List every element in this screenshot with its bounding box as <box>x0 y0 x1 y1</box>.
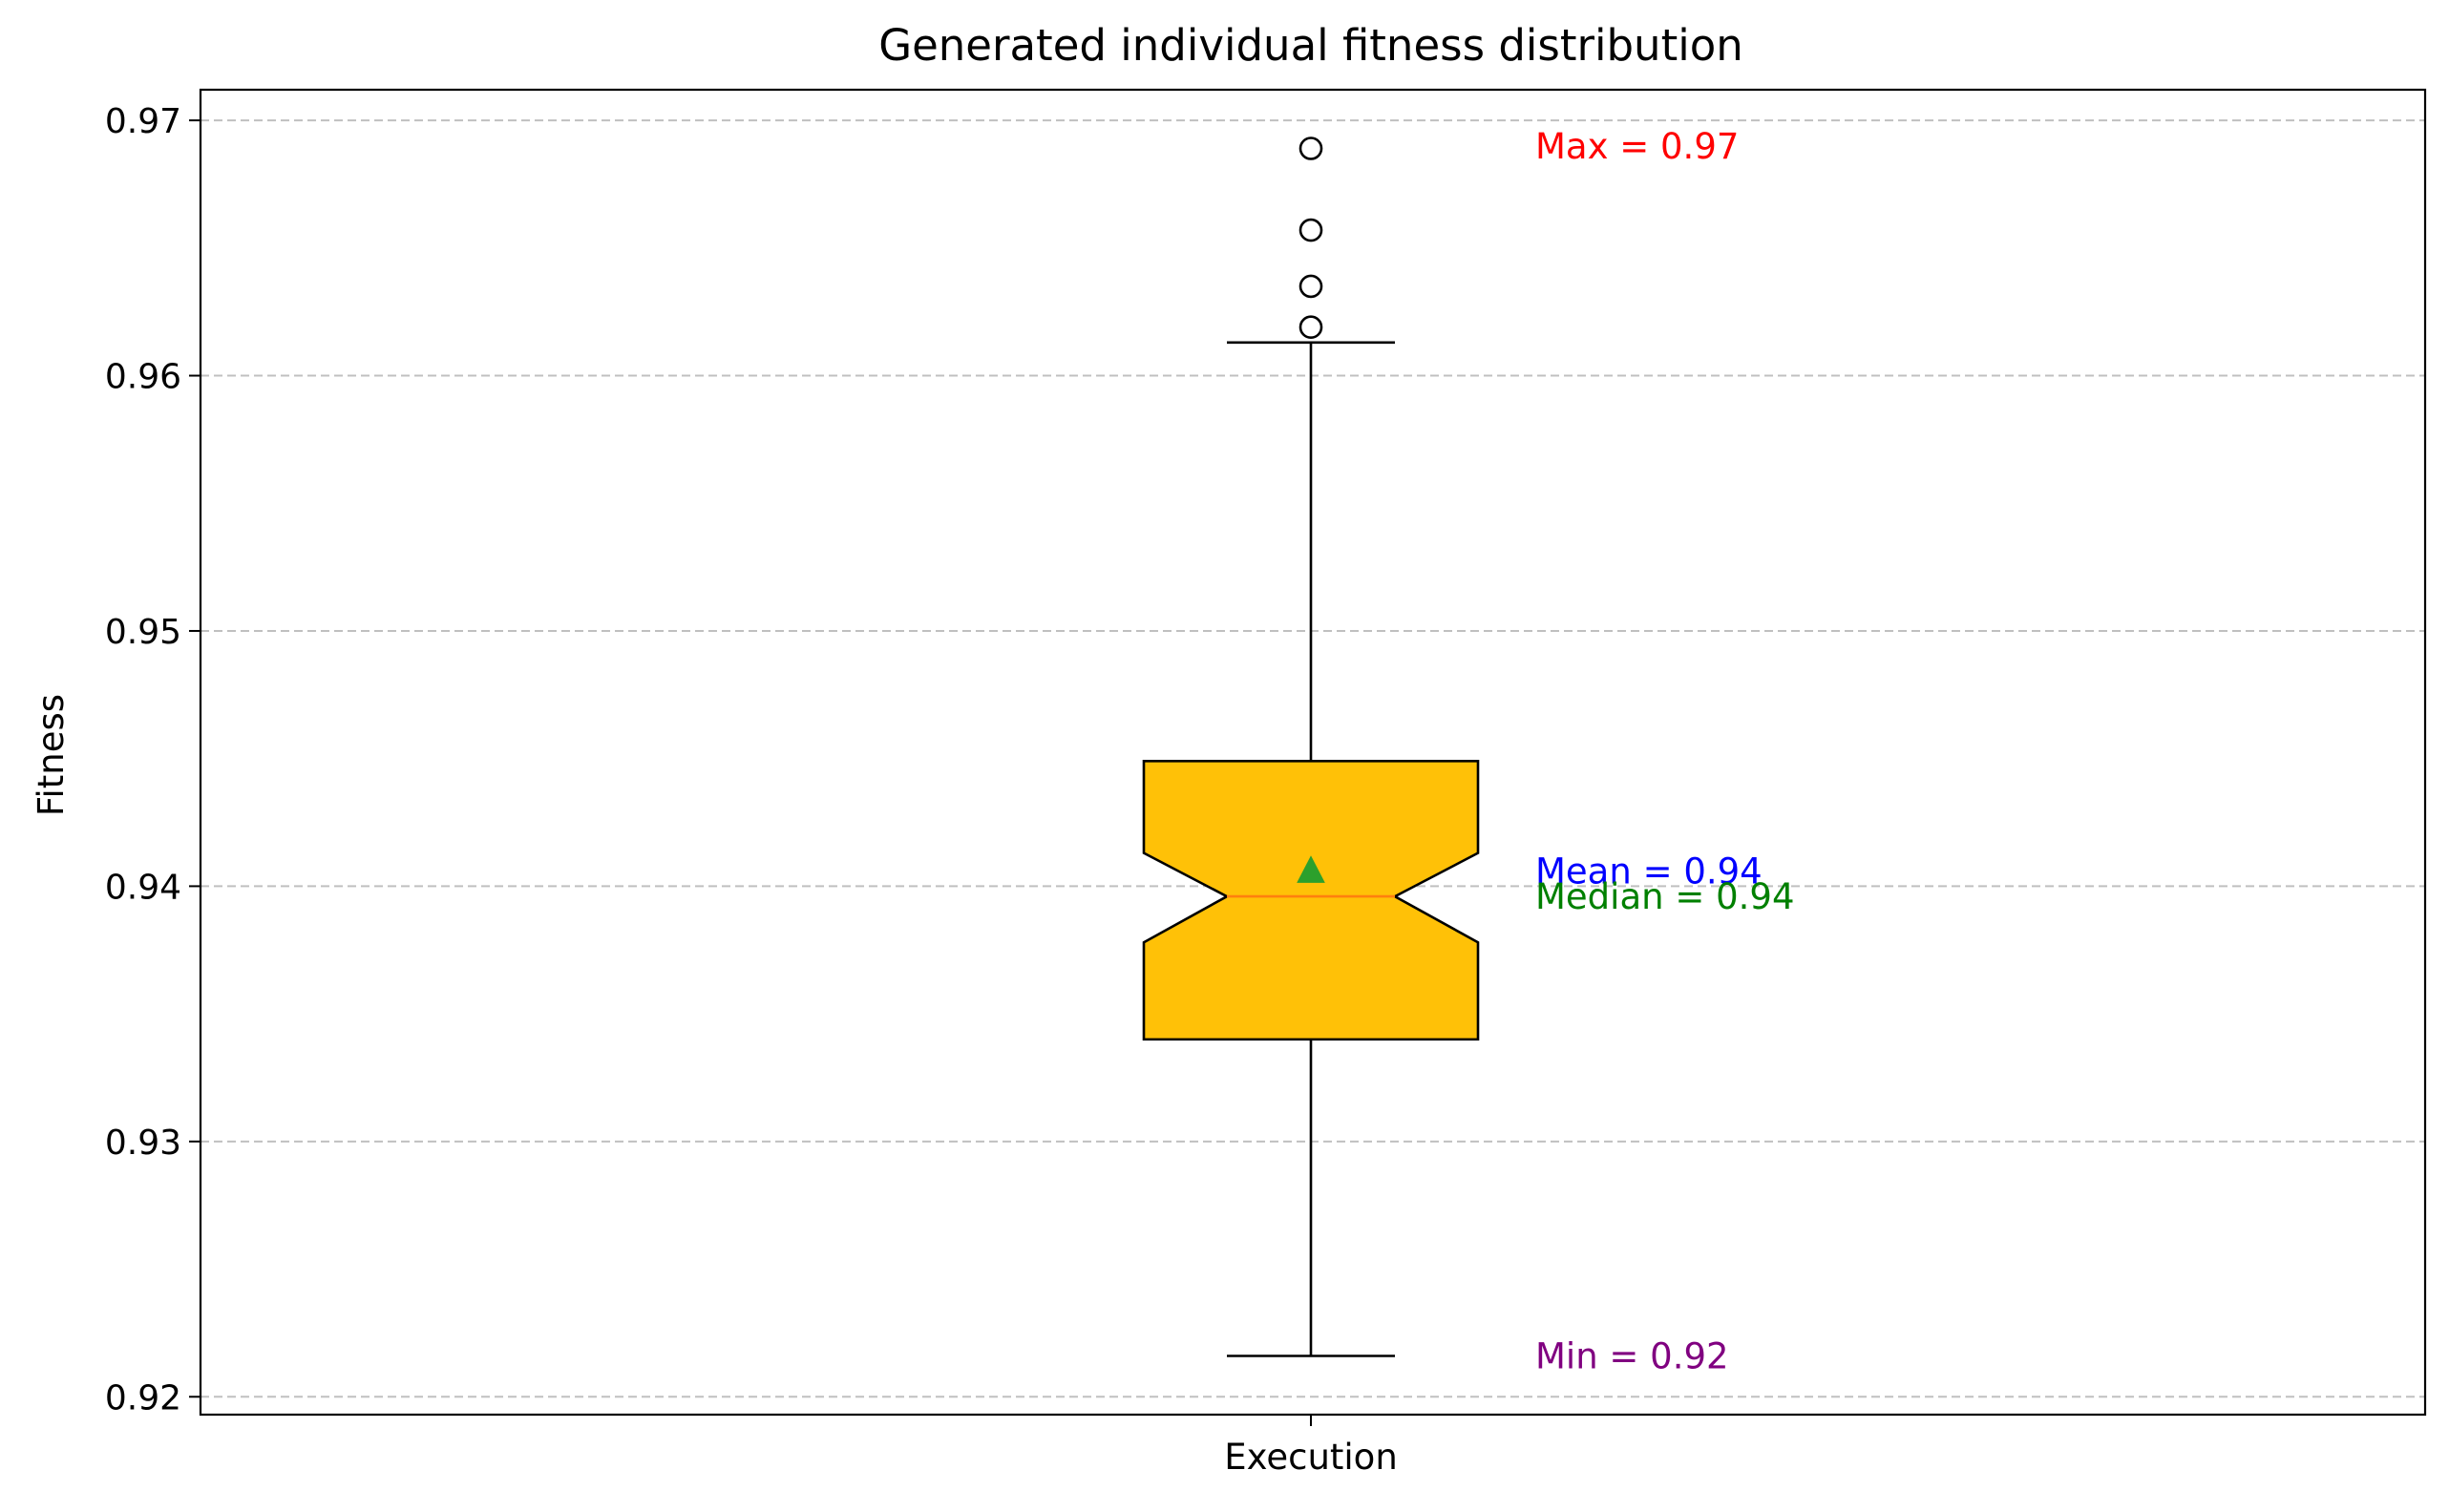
outlier-point <box>1298 136 1323 160</box>
x-tick-label: Execution <box>1224 1437 1398 1478</box>
y-tick-label: 0.95 <box>105 613 181 652</box>
chart-title: Generated individual fitness distributio… <box>878 20 1743 71</box>
annotation-mean: Mean = 0.94 <box>1535 850 1763 892</box>
mean-marker <box>1297 855 1325 883</box>
y-tick-label: 0.94 <box>105 868 181 907</box>
tick-layer: 0.92 0.93 0.94 0.95 0.96 0.97 Execution <box>105 102 1398 1478</box>
box-layer <box>1142 136 1480 1357</box>
y-axis-label: Fitness <box>31 694 72 816</box>
y-tick-label: 0.97 <box>105 102 181 141</box>
y-tick-label: 0.93 <box>105 1124 181 1163</box>
outlier-point <box>1298 218 1323 242</box>
outlier-point <box>1298 274 1323 299</box>
y-tick-label: 0.92 <box>105 1378 181 1418</box>
notched-box <box>1142 760 1480 1041</box>
y-tick-label: 0.96 <box>105 358 181 397</box>
annotation-median: Median = 0.94 <box>1535 876 1794 917</box>
outlier-point <box>1298 315 1323 340</box>
annotation-min: Min = 0.92 <box>1535 1335 1729 1376</box>
plot-frame <box>199 88 2427 1417</box>
annotation-max: Max = 0.97 <box>1535 126 1739 167</box>
